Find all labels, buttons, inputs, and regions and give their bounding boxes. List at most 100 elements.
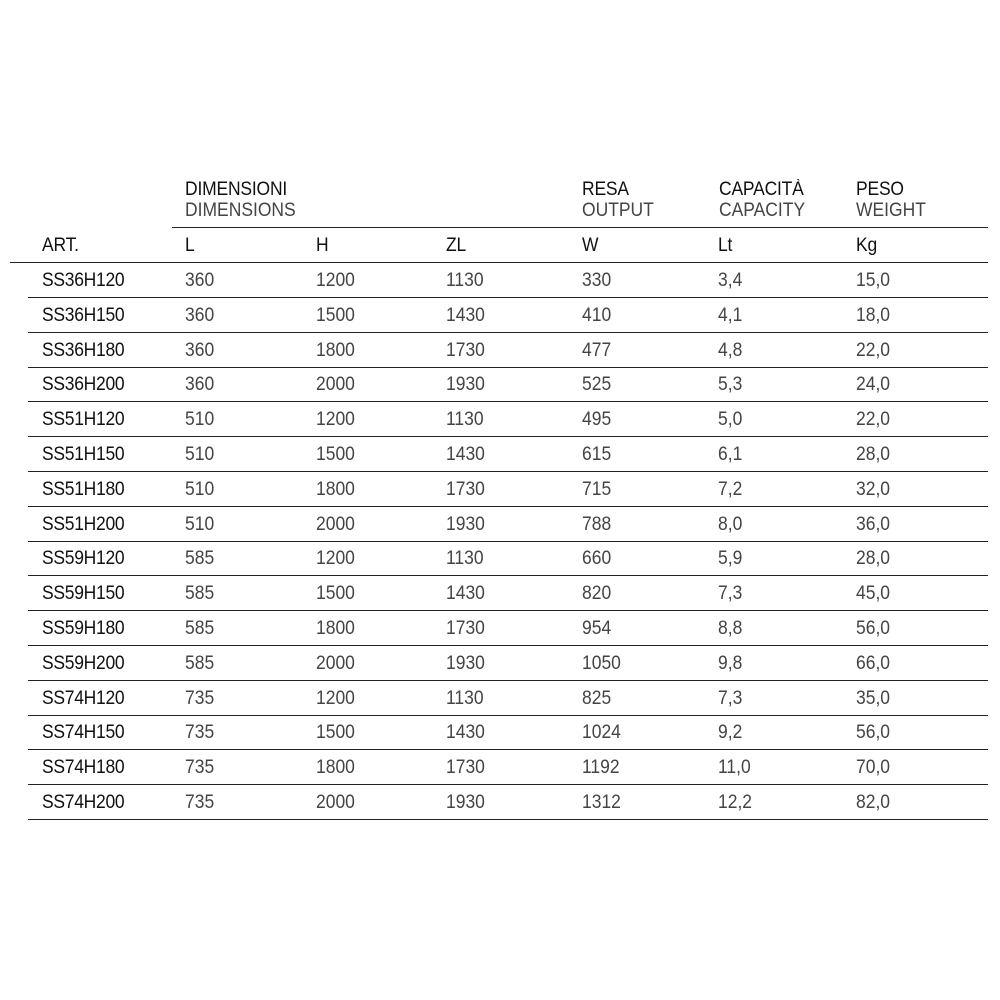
row-divider <box>28 366 988 368</box>
cell-lt: 5,0 <box>718 409 743 431</box>
cell-art: SS36H120 <box>42 270 125 291</box>
cell-l: 585 <box>185 583 215 605</box>
cell-w: 330 <box>582 270 612 291</box>
cell-l: 735 <box>185 687 215 709</box>
header-capacity-en: CAPACITY <box>719 200 806 221</box>
cell-lt: 5,3 <box>718 374 743 396</box>
cell-zl: 1130 <box>446 270 484 291</box>
cell-h: 2000 <box>316 652 355 674</box>
row-divider <box>28 645 988 646</box>
cell-lt: 5,9 <box>718 548 743 570</box>
cell-kg: 18,0 <box>856 304 891 326</box>
table-row: SS51H180 510 1800 1730 715 7,2 32,0 <box>0 472 1000 507</box>
cell-h: 1200 <box>316 409 355 431</box>
cell-lt: 7,3 <box>718 583 743 605</box>
cell-kg: 24,0 <box>856 374 891 396</box>
cell-l: 510 <box>185 444 215 465</box>
row-divider <box>28 297 988 298</box>
cell-kg: 15,0 <box>856 270 891 291</box>
row-divider <box>28 540 988 542</box>
cell-lt: 7,3 <box>718 687 743 709</box>
table-row: SS74H200 735 2000 1930 1312 12,2 82,0 <box>0 785 1000 820</box>
column-header-w: W <box>582 235 599 256</box>
cell-zl: 1130 <box>446 548 484 570</box>
cell-w: 495 <box>582 409 612 431</box>
cell-l: 735 <box>185 757 215 779</box>
cell-l: 510 <box>185 478 215 500</box>
cell-zl: 1930 <box>446 513 485 535</box>
row-divider <box>28 749 988 751</box>
cell-h: 1500 <box>316 722 355 744</box>
column-header-zl: ZL <box>446 235 467 256</box>
cell-lt: 7,2 <box>718 478 743 500</box>
cell-h: 2000 <box>316 374 355 396</box>
cell-w: 477 <box>582 339 612 361</box>
cell-kg: 22,0 <box>856 409 891 431</box>
cell-art: SS36H150 <box>42 304 125 326</box>
cell-h: 1800 <box>316 339 355 361</box>
cell-kg: 28,0 <box>856 444 891 465</box>
cell-art: SS36H180 <box>42 339 125 361</box>
cell-art: SS51H150 <box>42 444 125 465</box>
table-row: SS59H200 585 2000 1930 1050 9,8 66,0 <box>0 646 1000 681</box>
cell-w: 820 <box>582 583 612 605</box>
header-dimensions-it: DIMENSIONI <box>185 179 288 200</box>
cell-lt: 6,1 <box>718 444 743 465</box>
cell-l: 510 <box>185 409 215 431</box>
column-header-lt: Lt <box>718 235 733 256</box>
table-row: SS59H180 585 1800 1730 954 8,8 56,0 <box>0 611 1000 646</box>
cell-zl: 1130 <box>446 687 484 709</box>
cell-art: SS74H120 <box>42 687 125 709</box>
cell-lt: 4,1 <box>718 304 743 326</box>
row-divider <box>28 819 988 820</box>
row-divider <box>28 436 988 438</box>
row-divider <box>28 331 988 333</box>
cell-w: 525 <box>582 374 612 396</box>
row-divider <box>28 714 988 716</box>
cell-kg: 66,0 <box>856 652 891 674</box>
table-row: SS36H180 360 1800 1730 477 4,8 22,0 <box>0 333 1000 368</box>
row-divider <box>28 575 988 577</box>
cell-art: SS59H200 <box>42 652 125 674</box>
cell-art: SS51H180 <box>42 478 125 500</box>
table-row: SS36H120 360 1200 1130 330 3,4 15,0 <box>0 263 1000 298</box>
cell-lt: 8,8 <box>718 618 743 639</box>
cell-lt: 3,4 <box>718 270 743 291</box>
cell-w: 1050 <box>582 652 621 674</box>
cell-h: 1500 <box>316 444 355 465</box>
cell-kg: 82,0 <box>856 792 891 813</box>
cell-w: 1312 <box>582 792 621 813</box>
table-row: SS36H150 360 1500 1430 410 4,1 18,0 <box>0 298 1000 333</box>
cell-art: SS74H150 <box>42 722 125 744</box>
cell-zl: 1430 <box>446 722 485 744</box>
cell-lt: 11,0 <box>718 757 751 779</box>
header-output-en: OUTPUT <box>582 200 654 221</box>
cell-l: 735 <box>185 792 215 813</box>
header-weight-it: PESO <box>856 179 904 200</box>
cell-l: 510 <box>185 513 215 535</box>
cell-w: 788 <box>582 513 612 535</box>
cell-kg: 35,0 <box>856 687 891 709</box>
cell-h: 1200 <box>316 270 355 291</box>
cell-l: 585 <box>185 652 215 674</box>
header-weight-en: WEIGHT <box>856 200 926 221</box>
cell-kg: 22,0 <box>856 339 891 361</box>
cell-h: 1200 <box>316 548 355 570</box>
cell-lt: 9,8 <box>718 652 743 674</box>
cell-kg: 28,0 <box>856 548 891 570</box>
cell-art: SS74H200 <box>42 792 125 813</box>
cell-w: 615 <box>582 444 612 465</box>
cell-l: 360 <box>185 270 215 291</box>
cell-art: SS51H120 <box>42 409 125 431</box>
cell-zl: 1430 <box>446 583 485 605</box>
row-divider <box>28 505 988 507</box>
cell-l: 585 <box>185 548 215 570</box>
table-row: SS74H150 735 1500 1430 1024 9,2 56,0 <box>0 715 1000 751</box>
header-dimensions-en: DIMENSIONS <box>185 200 296 221</box>
cell-kg: 56,0 <box>856 722 891 744</box>
column-header-art: ART. <box>42 235 79 256</box>
cell-lt: 8,0 <box>718 513 743 535</box>
cell-art: SS51H200 <box>42 513 125 535</box>
cell-art: SS36H200 <box>42 374 125 396</box>
cell-zl: 1930 <box>446 374 485 396</box>
